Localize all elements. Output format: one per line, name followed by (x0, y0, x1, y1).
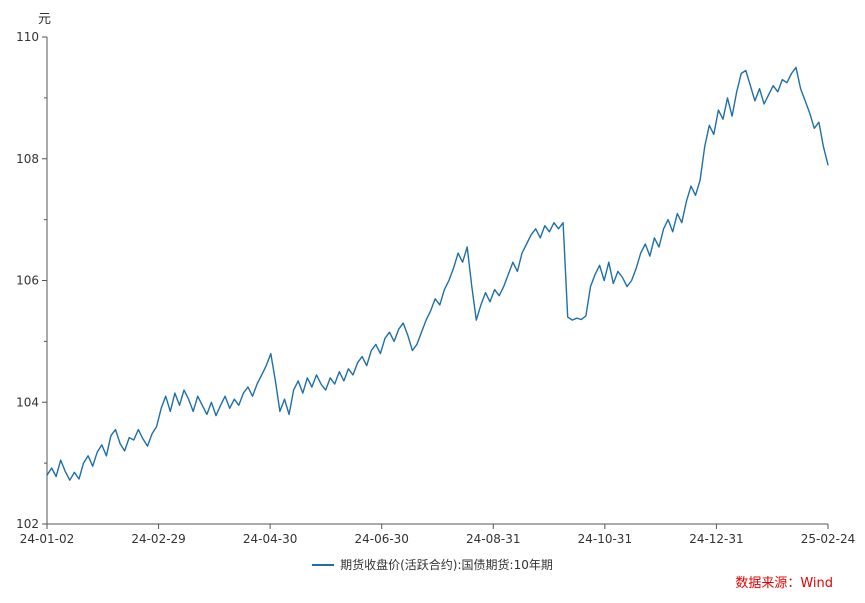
x-axis-tick-label: 24-01-02 (20, 532, 74, 546)
x-axis-tick-label: 24-06-30 (354, 532, 408, 546)
x-axis-tick-label: 24-10-31 (578, 532, 632, 546)
legend-line-marker (312, 563, 335, 566)
x-axis-tick-label: 24-12-31 (689, 532, 743, 546)
data-source-label: 数据来源：Wind (735, 576, 833, 591)
y-axis-tick-label: 106 (16, 274, 39, 288)
y-axis-tick-label: 102 (16, 517, 39, 531)
y-axis-tick-label: 110 (16, 30, 39, 44)
x-axis-tick-label: 25-02-24 (801, 532, 855, 546)
legend: 期货收盘价(活跃合约):国债期货:10年期 (0, 556, 865, 573)
y-axis-tick-label: 108 (16, 152, 39, 166)
y-axis-unit-label: 元 (38, 12, 52, 27)
y-axis-tick-label: 104 (16, 395, 39, 409)
price-line-series (46, 66, 829, 481)
x-axis-tick-label: 24-08-31 (466, 532, 520, 546)
legend-label: 期货收盘价(活跃合约):国债期货:10年期 (340, 558, 553, 572)
x-axis-tick-label: 24-04-30 (243, 532, 297, 546)
x-axis-tick-label: 24-02-29 (131, 532, 185, 546)
